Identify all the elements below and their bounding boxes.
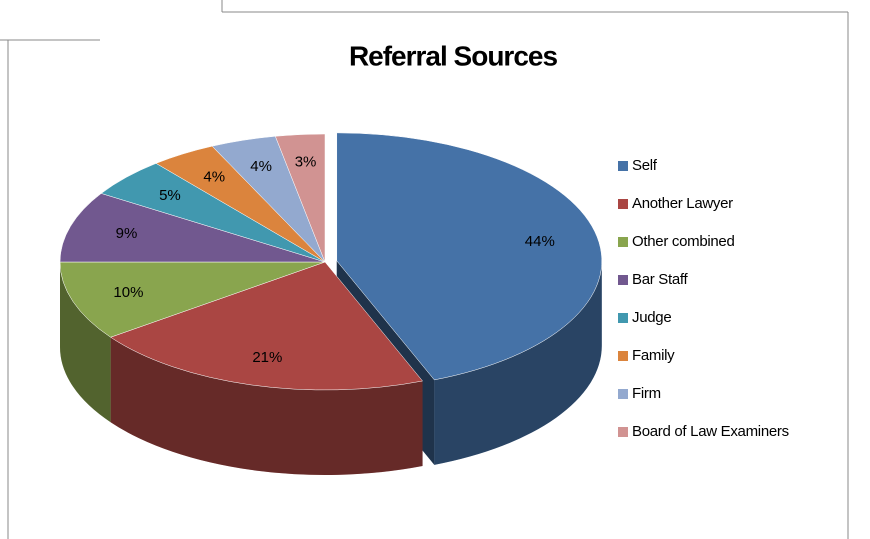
legend-swatch [618,275,628,285]
slice [336,132,603,381]
legend-swatch [618,161,628,171]
slice-side [434,260,602,465]
slice-side [60,262,111,423]
legend-label: Board of Law Examiners [632,423,789,440]
data-label: 5% [159,187,181,204]
data-labels: 44% 21% 10% 9% 5% 4% 4% 3% [113,154,554,366]
slice-side [110,337,423,475]
data-label: 3% [295,154,317,171]
legend-label: Bar Staff [632,271,689,288]
legend-swatch [618,313,628,323]
legend-label: Judge [632,309,671,326]
data-label: 4% [203,169,225,186]
legend-swatch [618,199,628,209]
legend: Self Another Lawyer Other combined Bar Staf… [618,157,789,440]
slice [110,261,424,391]
legend-swatch [618,427,628,437]
data-label: 44% [525,233,555,250]
slice [59,193,326,263]
data-label: 21% [252,349,282,366]
pie-sides [60,260,602,475]
data-label: 4% [250,158,272,175]
legend-swatch [618,389,628,399]
slice [59,261,326,338]
data-label: 9% [116,225,138,242]
legend-label: Family [632,347,675,364]
data-label: 10% [113,284,143,301]
legend-swatch [618,237,628,247]
chart-title: Referral Sources [349,40,558,71]
pie-tops [59,132,603,391]
slice [274,133,326,263]
slice-side-shade [60,262,111,423]
legend-label: Another Lawyer [632,195,733,212]
legend-label: Self [632,157,658,174]
legend-label: Other combined [632,233,735,250]
slice-side-shade [434,260,602,465]
legend-label: Firm [632,385,661,402]
slice-side-shade [110,337,423,475]
legend-swatch [618,351,628,361]
